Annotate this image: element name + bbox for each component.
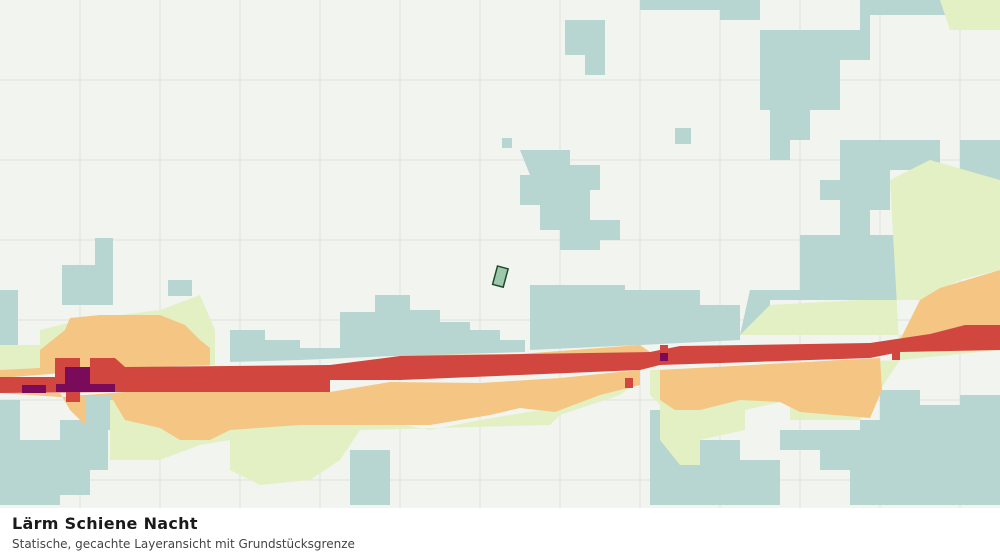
noise-very-high	[22, 353, 668, 393]
map-title: Lärm Schiene Nacht	[12, 514, 198, 533]
parcel-boundary	[491, 265, 510, 289]
noise-mid	[0, 270, 1000, 440]
noise-high	[0, 325, 1000, 402]
caption: Lärm Schiene Nacht Statische, gecachte L…	[0, 508, 1000, 560]
noise-low	[0, 0, 1000, 505]
map-subtitle: Statische, gecachte Layeransicht mit Gru…	[12, 537, 355, 551]
